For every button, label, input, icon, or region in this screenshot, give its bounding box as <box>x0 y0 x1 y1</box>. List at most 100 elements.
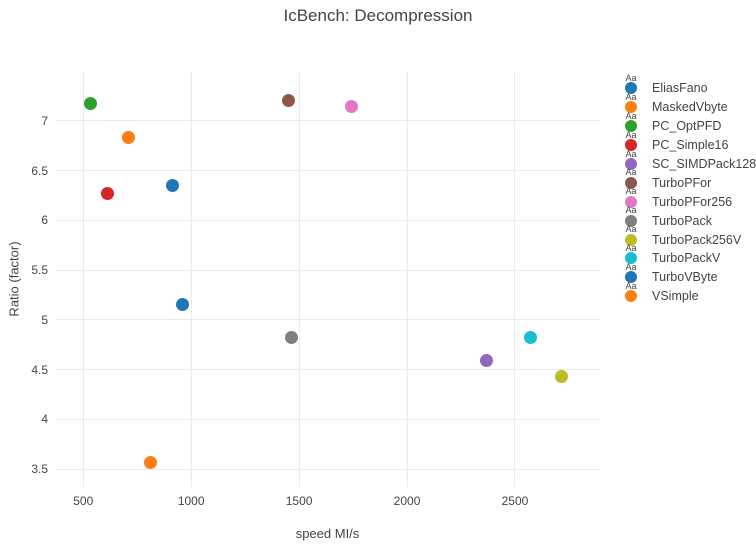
legend-item-EliasFano[interactable]: Aa EliasFano <box>620 74 756 98</box>
legend-marker-icon <box>625 82 637 95</box>
y-gridline <box>55 120 600 122</box>
legend-item-PC_OptPFD[interactable]: Aa PC_OptPFD <box>620 111 756 136</box>
legend-marker-icon <box>625 139 637 152</box>
legend-item-TurboVByte[interactable]: Aa TurboVByte <box>620 262 756 287</box>
y-axis-title: Ratio (factor) <box>6 241 22 317</box>
legend-item-PC_Simple16[interactable]: Aa PC_Simple16 <box>620 130 756 155</box>
legend-marker-icon <box>625 120 637 133</box>
y-tick-label: 5.5 <box>31 263 48 278</box>
data-point-SC_SIMDPack128 <box>480 354 494 368</box>
legend-text-sample: Aa <box>625 73 637 83</box>
legend-text-sample: Aa <box>625 224 637 235</box>
legend-marker-icon <box>625 214 637 227</box>
plot-area[interactable] <box>55 71 600 487</box>
legend-item-VSimple[interactable]: Aa VSimple <box>620 281 756 306</box>
x-gridline <box>82 71 84 487</box>
x-tick-label: 2000 <box>393 494 421 508</box>
y-tick-label: 6 <box>41 213 48 228</box>
legend-item-label: TurboVByte <box>652 270 718 285</box>
legend-item-TurboPFor256[interactable]: Aa TurboPFor256 <box>620 187 756 211</box>
legend-text-sample: Aa <box>625 280 637 291</box>
y-tick-label: 4 <box>41 412 48 427</box>
legend-marker-sample: Aa <box>620 130 642 155</box>
legend-text-sample: Aa <box>625 91 637 102</box>
data-point-MaskedVbyte <box>143 455 157 469</box>
legend-item-label: TurboPFor <box>652 175 712 190</box>
legend-marker-icon <box>625 176 637 189</box>
y-gridline <box>55 369 600 371</box>
legend-marker-sample: Aa <box>620 111 642 136</box>
x-gridline <box>190 71 192 487</box>
legend-marker-sample: Aa <box>620 225 642 249</box>
legend-marker-icon <box>625 195 637 208</box>
y-gridline <box>55 170 600 172</box>
legend-text-sample: Aa <box>625 129 637 140</box>
legend-marker-sample: Aa <box>620 206 642 230</box>
data-point-EliasFano <box>166 178 180 192</box>
legend-marker-sample: Aa <box>620 244 642 268</box>
x-gridline <box>298 71 300 487</box>
legend-item-label: VSimple <box>652 289 699 304</box>
legend-marker-sample: Aa <box>620 262 642 287</box>
y-tick-label: 4.5 <box>31 362 48 377</box>
y-tick-label: 3.5 <box>31 462 48 477</box>
legend-item-MaskedVbyte[interactable]: Aa MaskedVbyte <box>620 92 756 117</box>
legend-item-label: PC_OptPFD <box>652 119 722 134</box>
legend-item-label: EliasFano <box>652 81 708 96</box>
y-tick-label: 7 <box>41 113 48 128</box>
legend-marker-icon <box>625 252 637 265</box>
data-point-PC_Simple16 <box>101 186 115 200</box>
legend-marker-sample: Aa <box>620 187 642 211</box>
legend-marker-icon <box>625 158 637 170</box>
legend-text-sample: Aa <box>625 261 637 272</box>
legend-item-TurboPack256V[interactable]: Aa TurboPack256V <box>620 225 756 249</box>
legend-text-sample: Aa <box>625 205 637 216</box>
legend-text-sample: Aa <box>625 110 637 121</box>
data-point-VSimple <box>121 131 135 145</box>
legend-item-label: MaskedVbyte <box>652 100 728 115</box>
data-point-TurboPackV <box>523 331 537 345</box>
legend-item-label: TurboPFor256 <box>652 194 733 209</box>
x-tick-label: 1500 <box>285 494 313 508</box>
data-point-TurboPack <box>285 331 299 345</box>
legend-item-label: TurboPack <box>652 213 712 228</box>
legend-item-label: TurboPack256V <box>652 232 742 247</box>
x-tick-label: 500 <box>73 494 94 508</box>
data-point-TurboPFor <box>282 94 296 108</box>
x-gridline <box>514 71 516 487</box>
legend-item-SC_SIMDPack128[interactable]: Aa SC_SIMDPack128 <box>620 149 756 174</box>
y-tick-label: 6.5 <box>31 163 48 178</box>
data-point-TurboPFor256 <box>345 100 359 114</box>
legend-marker-sample: Aa <box>620 74 642 98</box>
legend-marker-icon <box>625 101 637 114</box>
x-tick-label: 1000 <box>177 494 205 508</box>
legend-marker-sample: Aa <box>620 281 642 306</box>
chart-title: IcBench: Decompression <box>283 6 473 25</box>
y-gridline <box>55 418 600 420</box>
y-gridline <box>55 219 600 221</box>
y-gridline <box>55 269 600 271</box>
legend-item-TurboPack[interactable]: Aa TurboPack <box>620 206 756 230</box>
legend: Aa EliasFano Aa MaskedVbyte Aa PC_OptPFD Aa PC_… <box>620 74 756 306</box>
legend-item-TurboPFor[interactable]: Aa TurboPFor <box>620 168 756 192</box>
data-point-TurboVByte <box>176 298 190 312</box>
x-gridline <box>406 71 408 487</box>
legend-marker-sample: Aa <box>620 92 642 117</box>
legend-item-label: SC_SIMDPack128 <box>652 157 756 171</box>
x-tick-label: 2500 <box>501 494 529 508</box>
legend-marker-icon <box>625 271 637 284</box>
legend-text-sample: Aa <box>625 167 637 178</box>
legend-marker-sample: Aa <box>620 168 642 192</box>
legend-text-sample: Aa <box>625 148 637 159</box>
legend-item-TurboPackV[interactable]: Aa TurboPackV <box>620 244 756 268</box>
legend-item-label: TurboPackV <box>652 251 721 266</box>
legend-text-sample: Aa <box>625 243 637 254</box>
y-gridline <box>55 319 600 321</box>
legend-text-sample: Aa <box>625 186 637 197</box>
legend-marker-icon <box>625 290 637 303</box>
y-tick-label: 5 <box>41 312 48 327</box>
legend-marker-sample: Aa <box>620 149 642 174</box>
legend-item-label: PC_Simple16 <box>652 138 729 153</box>
data-point-TurboPack256V <box>555 370 569 384</box>
